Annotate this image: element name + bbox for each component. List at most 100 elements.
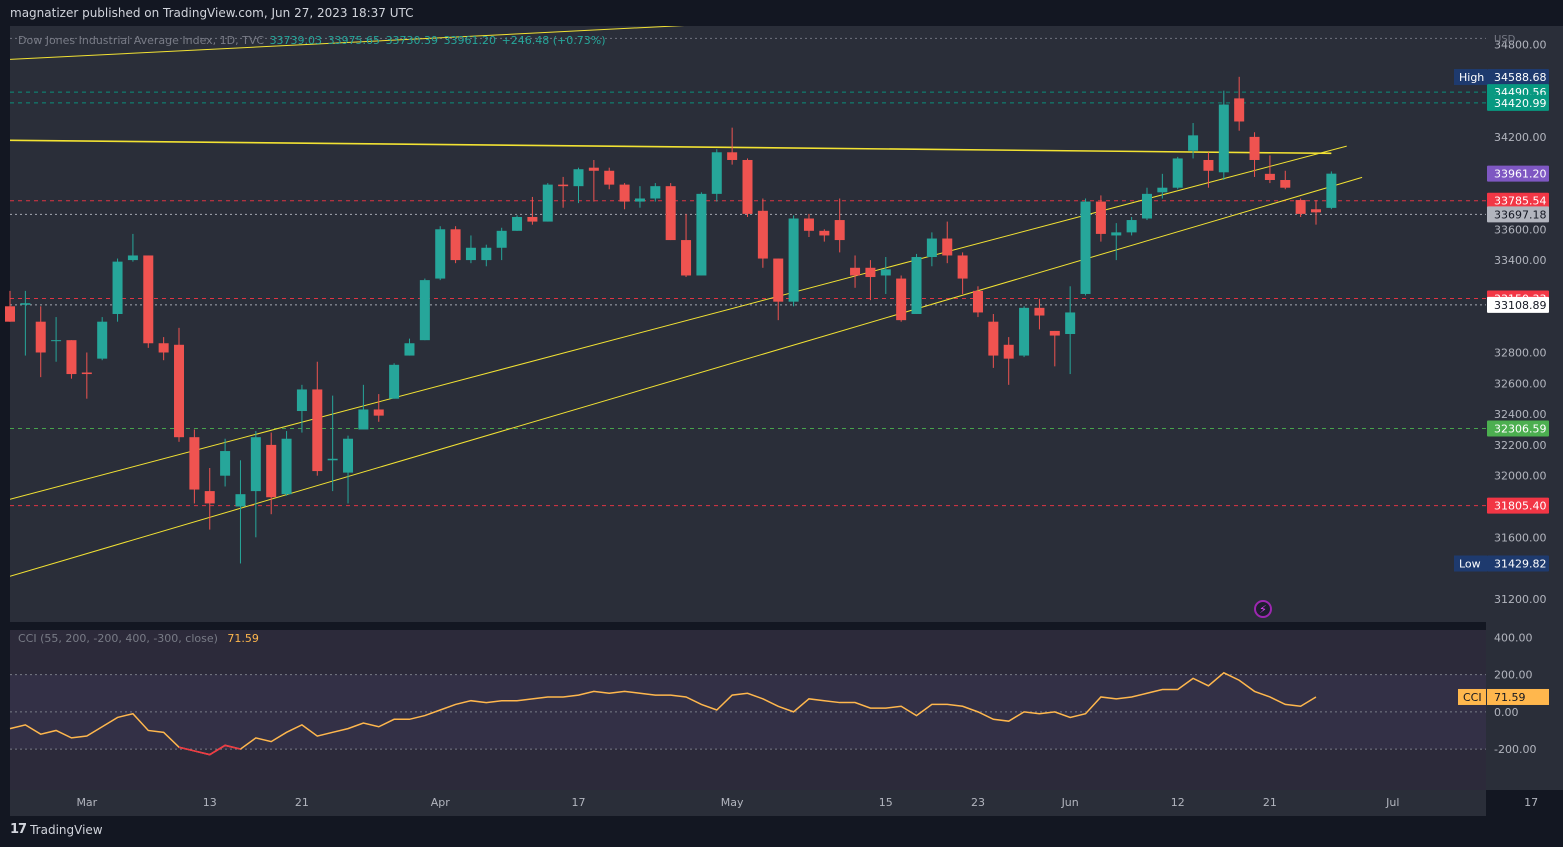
- candle-body: [1234, 98, 1245, 122]
- cci-value-text: 71.59: [1494, 691, 1526, 704]
- candle-body: [450, 229, 461, 261]
- price-label-box: [1487, 69, 1549, 86]
- candle-body: [1157, 187, 1168, 193]
- candle: [1019, 306, 1030, 358]
- time-axis: Mar 13 21 Apr 17 May 15 23 Jun 12 21 Jul 17: [76, 796, 1538, 809]
- price-label: 32306.59: [1487, 420, 1549, 437]
- candle: [865, 260, 876, 301]
- chart-canvas[interactable]: 31200.00 31600.00 32000.00 32200.00 32400.00…: [0, 26, 1563, 816]
- candle-body: [1019, 307, 1030, 356]
- candle: [1218, 90, 1229, 181]
- candle-body: [788, 218, 799, 302]
- candle: [189, 429, 200, 504]
- trend-line: [10, 26, 685, 60]
- candle: [1157, 173, 1168, 199]
- footer-brand: TradingView: [30, 822, 103, 837]
- price-label-value: 33961.20: [1494, 168, 1547, 181]
- time-tick-label: 15: [879, 796, 893, 809]
- candle-body: [1203, 159, 1214, 171]
- candle-body: [1264, 173, 1275, 181]
- price-label-box: [1487, 206, 1549, 223]
- price-label: 31429.82 Low: [1454, 555, 1549, 572]
- price-label-value: 34588.68: [1494, 71, 1547, 84]
- cci-tick-label: 400.00: [1494, 631, 1533, 644]
- candle: [896, 275, 907, 322]
- candle-body: [358, 409, 369, 430]
- time-tick-label: May: [721, 796, 744, 809]
- price-label-tag: [1454, 69, 1487, 86]
- footer: 17 TradingView: [10, 822, 103, 837]
- candle-body: [20, 303, 31, 305]
- candle-body: [665, 186, 676, 241]
- price-tick-label: 34200.00: [1494, 131, 1547, 144]
- candle: [81, 352, 92, 399]
- candle: [727, 127, 738, 165]
- candle-body: [957, 255, 968, 279]
- cci-tick-label: 0.00: [1494, 706, 1519, 719]
- candle-body: [143, 255, 154, 344]
- legend-open: 33739.03: [269, 34, 323, 47]
- candle: [389, 363, 400, 399]
- price-axis: 31200.00 31600.00 32000.00 32200.00 32400.00…: [1494, 38, 1547, 605]
- price-label-value: 31805.40: [1494, 500, 1547, 513]
- flash-icon[interactable]: ⚡: [1254, 600, 1272, 618]
- candle: [834, 198, 845, 253]
- candle: [711, 149, 722, 202]
- candle-body: [1141, 193, 1152, 219]
- price-label-value: 32306.59: [1494, 422, 1547, 435]
- price-label: 33961.20: [1487, 165, 1549, 182]
- price-label-box: [1487, 555, 1549, 572]
- candle: [496, 227, 507, 261]
- time-tick-label: 21: [1263, 796, 1277, 809]
- candle-body: [189, 437, 200, 490]
- price-label-value: 31429.82: [1494, 558, 1547, 571]
- candle: [1034, 298, 1045, 330]
- candle: [742, 158, 753, 217]
- price-label-box: [1487, 192, 1549, 209]
- candle: [174, 327, 185, 442]
- price-tick-label: 32600.00: [1494, 377, 1547, 390]
- candle-body: [1049, 330, 1060, 336]
- candle-body: [558, 184, 569, 187]
- candle: [220, 438, 231, 487]
- candle-body: [757, 210, 768, 259]
- price-tick-label: 31200.00: [1494, 593, 1547, 606]
- candle-body: [312, 389, 323, 472]
- cci-legend-value: 71.59: [227, 632, 259, 645]
- price-label-box: [1487, 420, 1549, 437]
- price-pane: [10, 26, 1486, 622]
- price-label: 33785.54: [1487, 192, 1549, 209]
- candle: [112, 258, 123, 322]
- candle: [1111, 223, 1122, 261]
- candle-body: [112, 261, 123, 314]
- candle: [926, 232, 937, 267]
- symbol-name: Dow Jones Industrial Average Index, 1D, …: [18, 34, 265, 47]
- candle-body: [296, 389, 307, 412]
- candle-body: [435, 229, 446, 279]
- candle-body: [1326, 173, 1337, 208]
- candle-body: [803, 218, 814, 231]
- candle-body: [926, 238, 937, 258]
- candle: [911, 253, 922, 314]
- candle-body: [634, 198, 645, 202]
- candle: [435, 226, 446, 281]
- candle: [1280, 170, 1291, 190]
- candle-body: [496, 230, 507, 248]
- candle-body: [819, 230, 830, 236]
- time-tick-label: 21: [295, 796, 309, 809]
- candle-body: [727, 152, 738, 160]
- candle: [957, 252, 968, 294]
- candle-body: [742, 159, 753, 214]
- candle-body: [1280, 180, 1291, 188]
- candle-body: [681, 240, 692, 276]
- time-tick-label: 13: [203, 796, 217, 809]
- candle: [343, 435, 354, 504]
- price-label-box: [1487, 497, 1549, 514]
- price-label: 31805.40: [1487, 497, 1549, 514]
- candle: [312, 361, 323, 476]
- candle: [558, 176, 569, 208]
- candle-body: [419, 280, 430, 341]
- cci-tag-text: CCI: [1463, 691, 1482, 704]
- candle: [281, 431, 292, 496]
- candle: [66, 340, 77, 379]
